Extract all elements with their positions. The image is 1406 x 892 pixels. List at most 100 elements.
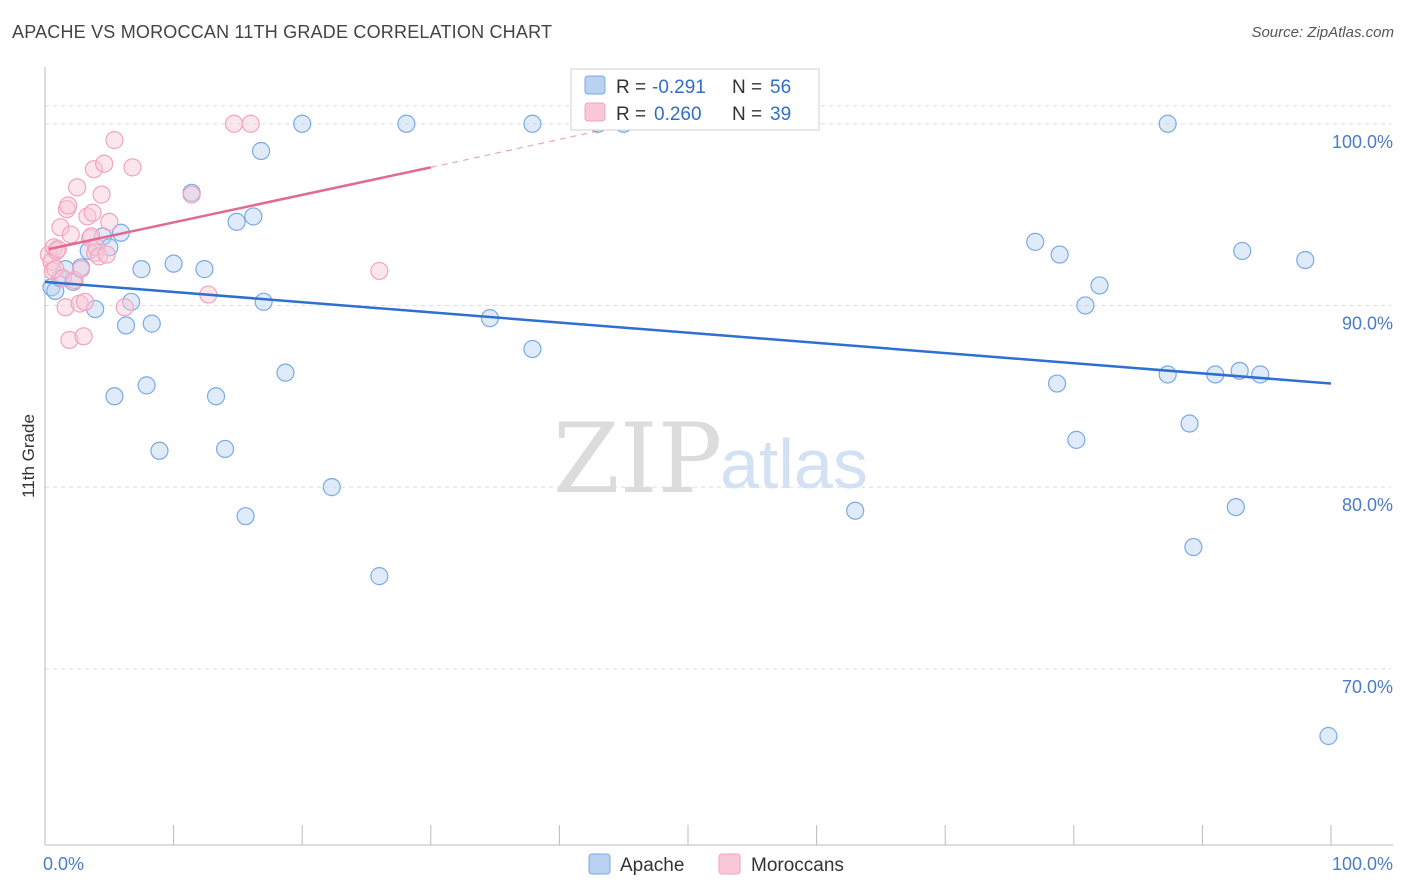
apache-point-23 [227,212,246,231]
apache-point-22 [215,439,235,459]
x-tick-label-1: 100.0% [1332,854,1393,874]
moroccans-point-38 [241,114,260,133]
moroccans-point-28 [92,185,111,204]
apache-point-46 [1158,114,1177,133]
apache-point-53 [1251,365,1270,384]
legend-swatch-moroccans [584,102,606,122]
legend-r-label-moroccans: R = [616,104,646,125]
apache-point-12 [116,316,136,335]
moroccans-point-2 [43,261,62,281]
apache-point-24 [236,507,255,526]
apache-point-20 [195,260,214,279]
legend-r-value-apache: -0.291 [652,77,706,98]
apache-point-40 [1047,374,1067,393]
apache-point-31 [370,567,389,586]
moroccans-point-23 [83,203,102,222]
apache-point-14 [132,260,151,279]
apache-point-17 [150,441,169,460]
apache-point-27 [254,292,273,311]
moroccans-point-37 [224,114,244,133]
apache-point-39 [1026,232,1045,251]
apache-point-45 [1158,365,1177,384]
apache-point-48 [1184,537,1203,557]
apache-points [42,114,1338,746]
bottom-legend-label-moroccans: Moroccans [751,855,844,876]
moroccans-point-7 [51,218,70,237]
apache-point-43 [1076,296,1095,315]
y-tick-labels: 100.0% 90.0% 80.0% 70.0% [1332,132,1393,697]
y-tick-label-1: 90.0% [1342,313,1393,333]
watermark-zip: ZIP [553,403,722,515]
moroccans-point-29 [95,154,114,173]
apache-point-29 [293,114,312,133]
series-legend: Apache Moroccans [588,853,844,876]
chart-source: Source: ZipAtlas.com [1251,24,1394,41]
moroccans-trend-extension [430,130,599,168]
moroccans-point-35 [182,185,201,204]
legend-n-label-moroccans: N = [732,104,762,125]
apache-point-10 [105,387,124,406]
apache-point-42 [1067,430,1086,449]
trend-lines [44,130,1332,385]
apache-point-26 [251,141,271,161]
apache-point-41 [1050,245,1069,264]
apache-point-50 [1226,497,1245,517]
x-tick-labels: 0.0% 100.0% [43,854,1393,874]
moroccans-point-4 [46,260,65,279]
legend-box [570,68,820,131]
apache-point-52 [1233,241,1252,261]
legend-n-value-apache: 56 [770,77,791,98]
moroccans-point-13 [61,225,80,244]
moroccans-point-17 [71,260,91,279]
moroccans-point-30 [97,245,116,264]
chart-title: APACHE VS MOROCCAN 11TH GRADE CORRELATIO… [12,22,553,42]
y-tick-label-3: 70.0% [1342,677,1393,697]
moroccans-point-33 [115,298,134,317]
legend-r-label-apache: R = [616,77,646,98]
apache-point-32 [397,114,416,133]
apache-point-9 [100,238,119,257]
moroccans-point-12 [60,330,79,350]
moroccans-point-24 [84,160,103,179]
apache-point-35 [523,114,542,133]
apache-point-15 [137,376,156,395]
apache-trend-line [44,280,1332,385]
bottom-legend-label-apache: Apache [620,855,684,876]
apache-point-55 [1319,726,1338,746]
legend-swatch-apache [584,75,606,95]
apache-point-25 [244,207,263,226]
legend-n-value-moroccans: 39 [770,104,791,125]
stats-legend: R = -0.291 N = 56 R = 0.260 N = 39 [570,68,820,131]
moroccans-point-19 [75,292,94,311]
apache-point-34 [523,339,542,359]
apache-point-18 [164,254,183,273]
legend-n-label-apache: N = [732,77,762,98]
bottom-legend-swatch-apache [588,853,611,875]
apache-point-30 [322,478,341,497]
moroccans-point-18 [74,327,93,346]
apache-point-38 [846,501,865,520]
moroccans-point-39 [370,261,389,281]
moroccans-point-11 [59,196,78,215]
apache-point-54 [1296,250,1315,270]
watermark: ZIP atlas [553,403,868,515]
legend-r-value-moroccans: 0.260 [654,104,702,125]
y-tick-label-2: 80.0% [1342,495,1393,515]
watermark-atlas: atlas [720,425,868,503]
moroccans-point-32 [105,131,124,150]
moroccans-point-31 [100,212,119,231]
moroccans-point-15 [68,178,87,197]
moroccans-point-9 [56,298,75,317]
apache-point-16 [142,314,161,333]
gridlines [45,105,1391,670]
moroccans-trend-line [48,166,432,251]
x-tick-label-0: 0.0% [43,854,84,874]
apache-point-28 [276,363,295,382]
y-tick-label-0: 100.0% [1332,132,1393,152]
y-axis-label: 11th Grade [19,414,38,498]
apache-point-44 [1090,276,1109,295]
apache-point-21 [206,387,226,406]
axes [44,67,1393,846]
bottom-legend-swatch-moroccans [718,853,741,875]
